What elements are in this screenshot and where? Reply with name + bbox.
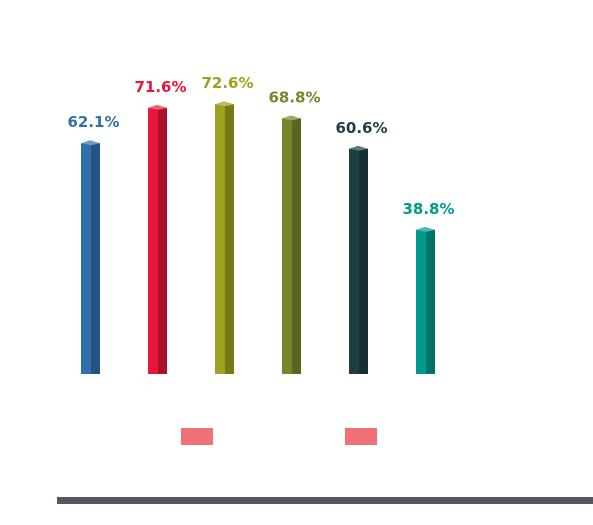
bar-2-cap — [148, 104, 167, 110]
bar-2-side — [158, 107, 167, 375]
bar-5-side — [359, 148, 368, 374]
bar-3-side — [225, 104, 234, 375]
value-label-6: 38.8% — [402, 200, 454, 218]
bars-group — [81, 101, 435, 375]
value-label-5: 60.6% — [335, 119, 387, 137]
pink-marker-2 — [345, 428, 377, 445]
bar-2-front — [148, 107, 158, 375]
bar-4 — [282, 115, 301, 374]
bar-5-cap — [349, 145, 368, 151]
pink-marker-1 — [181, 428, 213, 445]
bar-1-front — [81, 143, 91, 374]
value-label-3: 72.6% — [201, 74, 253, 92]
bar-3-front — [215, 104, 225, 375]
value-label-2: 71.6% — [134, 78, 186, 96]
bar-4-cap — [282, 115, 301, 121]
bottom-rule — [57, 497, 593, 504]
bar-6-front — [416, 229, 426, 374]
bar-2 — [148, 104, 167, 375]
value-labels-group: 62.1% 71.6% 72.6% 68.8% 60.6% 38.8% — [67, 74, 454, 218]
bar-5 — [349, 145, 368, 374]
bar-6 — [416, 226, 435, 374]
bar-1 — [81, 140, 100, 374]
bar-3-cap — [215, 101, 234, 107]
bar-1-side — [91, 143, 100, 374]
bar-5-front — [349, 148, 359, 374]
bar-4-side — [292, 118, 301, 374]
value-label-1: 62.1% — [67, 113, 119, 131]
value-label-4: 68.8% — [268, 88, 320, 106]
bar-4-front — [282, 118, 292, 374]
bar-6-cap — [416, 226, 435, 232]
bar-6-side — [426, 229, 435, 374]
bar-3 — [215, 101, 234, 375]
bar-1-cap — [81, 140, 100, 146]
